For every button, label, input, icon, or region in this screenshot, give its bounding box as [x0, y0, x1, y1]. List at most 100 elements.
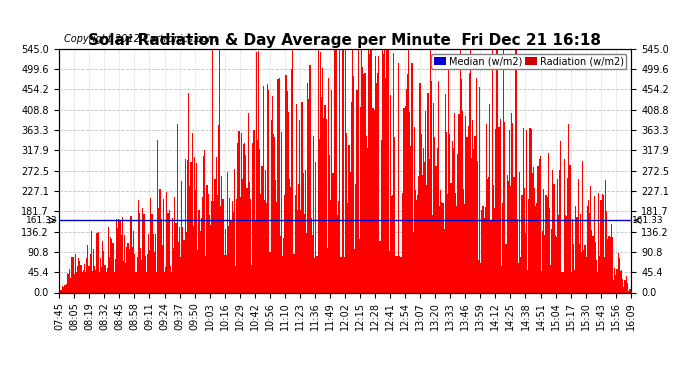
Bar [295, 195, 296, 292]
Bar [99, 272, 100, 292]
Bar [397, 63, 399, 292]
Bar [477, 161, 478, 292]
Bar [232, 201, 233, 292]
Bar [256, 52, 257, 292]
Bar [455, 193, 456, 292]
Bar [505, 244, 506, 292]
Bar [619, 258, 620, 292]
Bar [248, 113, 249, 292]
Bar [479, 87, 480, 292]
Bar [388, 251, 390, 292]
Bar [289, 179, 290, 292]
Bar [480, 263, 482, 292]
Bar [346, 133, 347, 292]
Bar [457, 153, 458, 292]
Bar [503, 49, 504, 292]
Bar [386, 49, 387, 292]
Bar [63, 287, 64, 292]
Bar [244, 143, 246, 292]
Bar [314, 258, 315, 292]
Bar [456, 206, 457, 292]
Bar [71, 257, 72, 292]
Bar [115, 258, 116, 292]
Bar [425, 111, 426, 292]
Bar [135, 272, 137, 292]
Bar [338, 201, 339, 292]
Bar [84, 264, 85, 292]
Bar [551, 230, 552, 292]
Bar [283, 238, 284, 292]
Bar [227, 172, 228, 292]
Bar [197, 251, 199, 292]
Bar [375, 56, 376, 292]
Bar [564, 159, 565, 292]
Bar [426, 185, 428, 292]
Bar [444, 94, 446, 292]
Bar [552, 170, 553, 292]
Bar [144, 214, 145, 292]
Bar [251, 265, 253, 292]
Bar [544, 235, 546, 292]
Bar [142, 208, 144, 292]
Bar [300, 210, 302, 292]
Bar [194, 157, 195, 292]
Bar [297, 210, 298, 292]
Bar [497, 49, 498, 292]
Bar [578, 179, 579, 292]
Bar [428, 159, 430, 292]
Bar [616, 269, 618, 292]
Bar [513, 177, 515, 292]
Bar [361, 49, 362, 292]
Bar [329, 155, 330, 292]
Bar [531, 129, 532, 292]
Bar [496, 49, 497, 292]
Bar [88, 266, 90, 292]
Bar [221, 176, 222, 292]
Bar [146, 272, 147, 292]
Bar [420, 83, 421, 292]
Bar [186, 232, 187, 292]
Bar [108, 227, 109, 292]
Bar [199, 231, 201, 292]
Bar [323, 118, 324, 292]
Bar [565, 215, 566, 292]
Bar [374, 110, 375, 292]
Bar [165, 267, 166, 292]
Bar [92, 271, 93, 292]
Bar [187, 160, 188, 292]
Bar [104, 265, 106, 292]
Bar [180, 257, 181, 292]
Bar [192, 133, 193, 292]
Bar [469, 73, 470, 292]
Bar [543, 189, 544, 292]
Bar [385, 78, 386, 292]
Bar [342, 49, 343, 292]
Bar [77, 266, 78, 292]
Bar [522, 128, 524, 292]
Bar [234, 169, 235, 292]
Bar [138, 201, 139, 292]
Bar [525, 233, 526, 292]
Bar [131, 216, 132, 292]
Bar [83, 270, 84, 292]
Bar [181, 181, 182, 292]
Bar [312, 235, 313, 292]
Bar [189, 186, 190, 292]
Bar [258, 51, 259, 292]
Bar [416, 200, 417, 292]
Bar [163, 199, 164, 292]
Bar [593, 196, 595, 292]
Bar [573, 244, 574, 292]
Bar [139, 213, 140, 292]
Bar [432, 216, 433, 292]
Bar [275, 180, 276, 292]
Bar [580, 214, 581, 292]
Bar [408, 49, 409, 292]
Bar [328, 78, 329, 292]
Bar [62, 286, 63, 292]
Bar [454, 113, 455, 292]
Bar [93, 249, 94, 292]
Bar [628, 291, 629, 292]
Bar [124, 235, 125, 292]
Bar [133, 231, 135, 292]
